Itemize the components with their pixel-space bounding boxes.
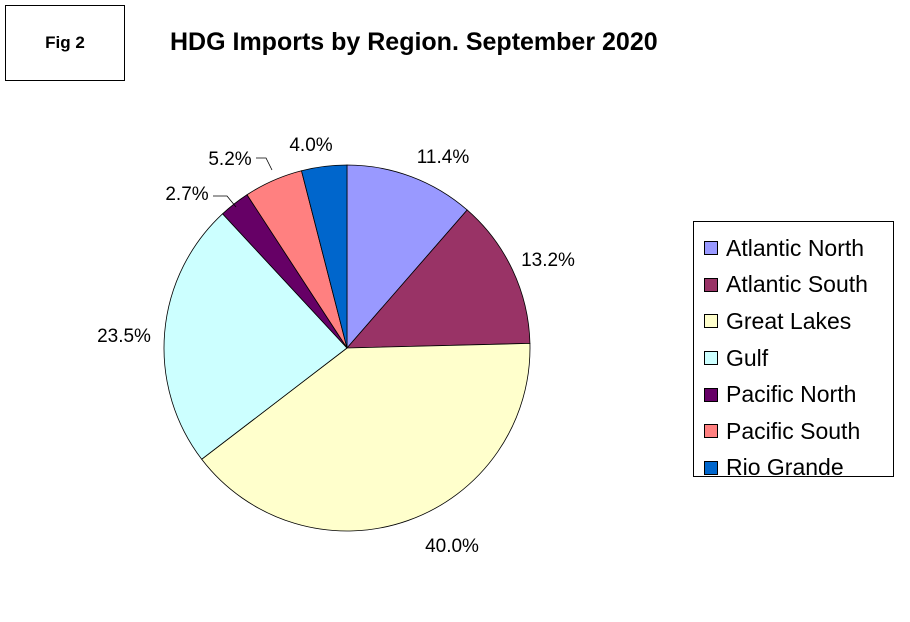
legend-swatch-great-lakes	[704, 314, 718, 329]
pie-slice-great-lakes	[201, 342, 531, 532]
legend-label-pacific-north: Pacific North	[726, 381, 857, 408]
legend-label-great-lakes: Great Lakes	[726, 307, 852, 334]
pie-slice-atlantic-south	[346, 209, 531, 349]
legend-swatch-atlantic-north	[704, 241, 718, 256]
pie-slice-gulf	[163, 213, 348, 460]
data-label-pacific-south: 5.2%	[208, 149, 251, 170]
chart-legend: Atlantic North Atlantic South Great Lakes G…	[693, 221, 894, 480]
legend-item-gulf: Gulf	[694, 340, 893, 377]
pie-slice-atlantic-north	[346, 164, 468, 350]
legend-item-atlantic-north: Atlantic North	[694, 230, 893, 267]
figure-label: Fig 2	[45, 33, 85, 52]
legend-item-pacific-north: Pacific North	[694, 376, 893, 413]
legend-item-pacific-south: Pacific South	[694, 413, 893, 450]
data-label-atlantic-south: 13.2%	[521, 250, 575, 271]
legend-swatch-atlantic-south	[704, 277, 718, 292]
data-label-gulf: 23.5%	[97, 326, 151, 347]
leader-line-pacific-south	[256, 157, 273, 171]
legend-item-atlantic-south: Atlantic South	[694, 267, 893, 304]
data-label-atlantic-north: 11.4%	[417, 147, 470, 168]
pie-slice-rio-grande	[301, 164, 348, 349]
legend-label-pacific-south: Pacific South	[726, 417, 861, 444]
legend-label-rio-grande: Rio Grande	[726, 454, 844, 481]
legend-label-atlantic-south: Atlantic South	[726, 271, 868, 298]
legend-item-great-lakes: Great Lakes	[694, 303, 893, 340]
figure-label-box: Fig 2	[5, 5, 125, 81]
legend-swatch-gulf	[704, 351, 718, 366]
legend-label-gulf: Gulf	[726, 344, 769, 371]
legend-swatch-pacific-north	[704, 387, 718, 402]
chart-title: HDG Imports by Region. September 2020	[170, 28, 658, 56]
legend-swatch-pacific-south	[704, 424, 718, 439]
legend-item-rio-grande: Rio Grande	[694, 450, 893, 487]
legend-swatch-rio-grande	[704, 460, 718, 475]
data-label-rio-grande: 4.0%	[289, 135, 332, 156]
leader-line-pacific-north	[213, 195, 237, 208]
legend-label-atlantic-north: Atlantic North	[726, 234, 865, 261]
data-label-pacific-north: 2.7%	[165, 184, 208, 205]
data-label-great-lakes: 40.0%	[425, 536, 479, 557]
